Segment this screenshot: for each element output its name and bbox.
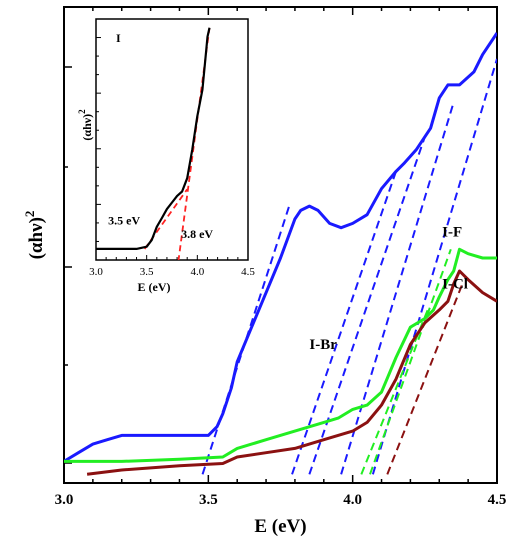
fit-line-i-br — [308, 136, 426, 475]
series-line-i-f — [64, 247, 497, 463]
inset-x-axis-label: E (eV) — [138, 280, 171, 294]
inset-y-axis-label-text: (αhν) — [80, 114, 94, 141]
series-line-i-cl — [86, 269, 497, 476]
inset-series-line — [96, 27, 211, 250]
inset-y-axis-label-exponent: 2 — [77, 109, 87, 114]
x-axis-label: E (eV) — [254, 516, 306, 537]
x-tick-label: 3.5 — [199, 492, 218, 508]
inset-annotation-1: 3.8 eV — [181, 227, 213, 241]
inset-x-tick-label: 3.0 — [89, 266, 103, 278]
fit-line-i-br — [371, 58, 497, 475]
x-tick-label: 4.0 — [343, 492, 362, 508]
inset-x-tick-label: 4.5 — [241, 266, 255, 278]
x-tick-label: 3.0 — [55, 492, 74, 508]
main-plot: 3.0 3.5 4.0 4.5E (eV)(αhν)2I-BrI-FI-Cl — [22, 6, 507, 537]
inset-plot: 3.0 3.5 4.0 4.5 E (eV) (αhν)2 I 3.5 eV 3.8 eV — [77, 18, 255, 294]
series-label-i-f: I-F — [442, 224, 462, 240]
fit-line-i-br — [291, 171, 397, 475]
inset-x-tick-label: 3.5 — [140, 266, 154, 278]
series-group — [64, 32, 497, 476]
fit-line-i-cl — [386, 283, 464, 475]
inset-annotation-0: 3.5 eV — [108, 214, 140, 228]
main-frame — [63, 6, 498, 484]
y-axis-label-text: (αhν) — [26, 217, 47, 259]
y-axis-label: (αhν)2 — [22, 211, 47, 260]
inset-curves — [96, 27, 211, 260]
y-axis-label-exponent: 2 — [22, 211, 37, 218]
fit-line-i-br — [201, 205, 291, 475]
inset-frame — [95, 18, 249, 261]
series-label-i-br: I-Br — [309, 337, 337, 353]
inset-x-tick-label: 4.0 — [190, 266, 204, 278]
series-label-i-cl: I-Cl — [442, 276, 468, 292]
fit-line-i-f — [369, 248, 452, 475]
series-line-i-br — [64, 32, 497, 463]
x-tick-label: 4.5 — [488, 492, 507, 508]
inset-panel-label: I — [116, 31, 121, 45]
inset-y-axis-label: (αhν)2 — [77, 109, 94, 141]
